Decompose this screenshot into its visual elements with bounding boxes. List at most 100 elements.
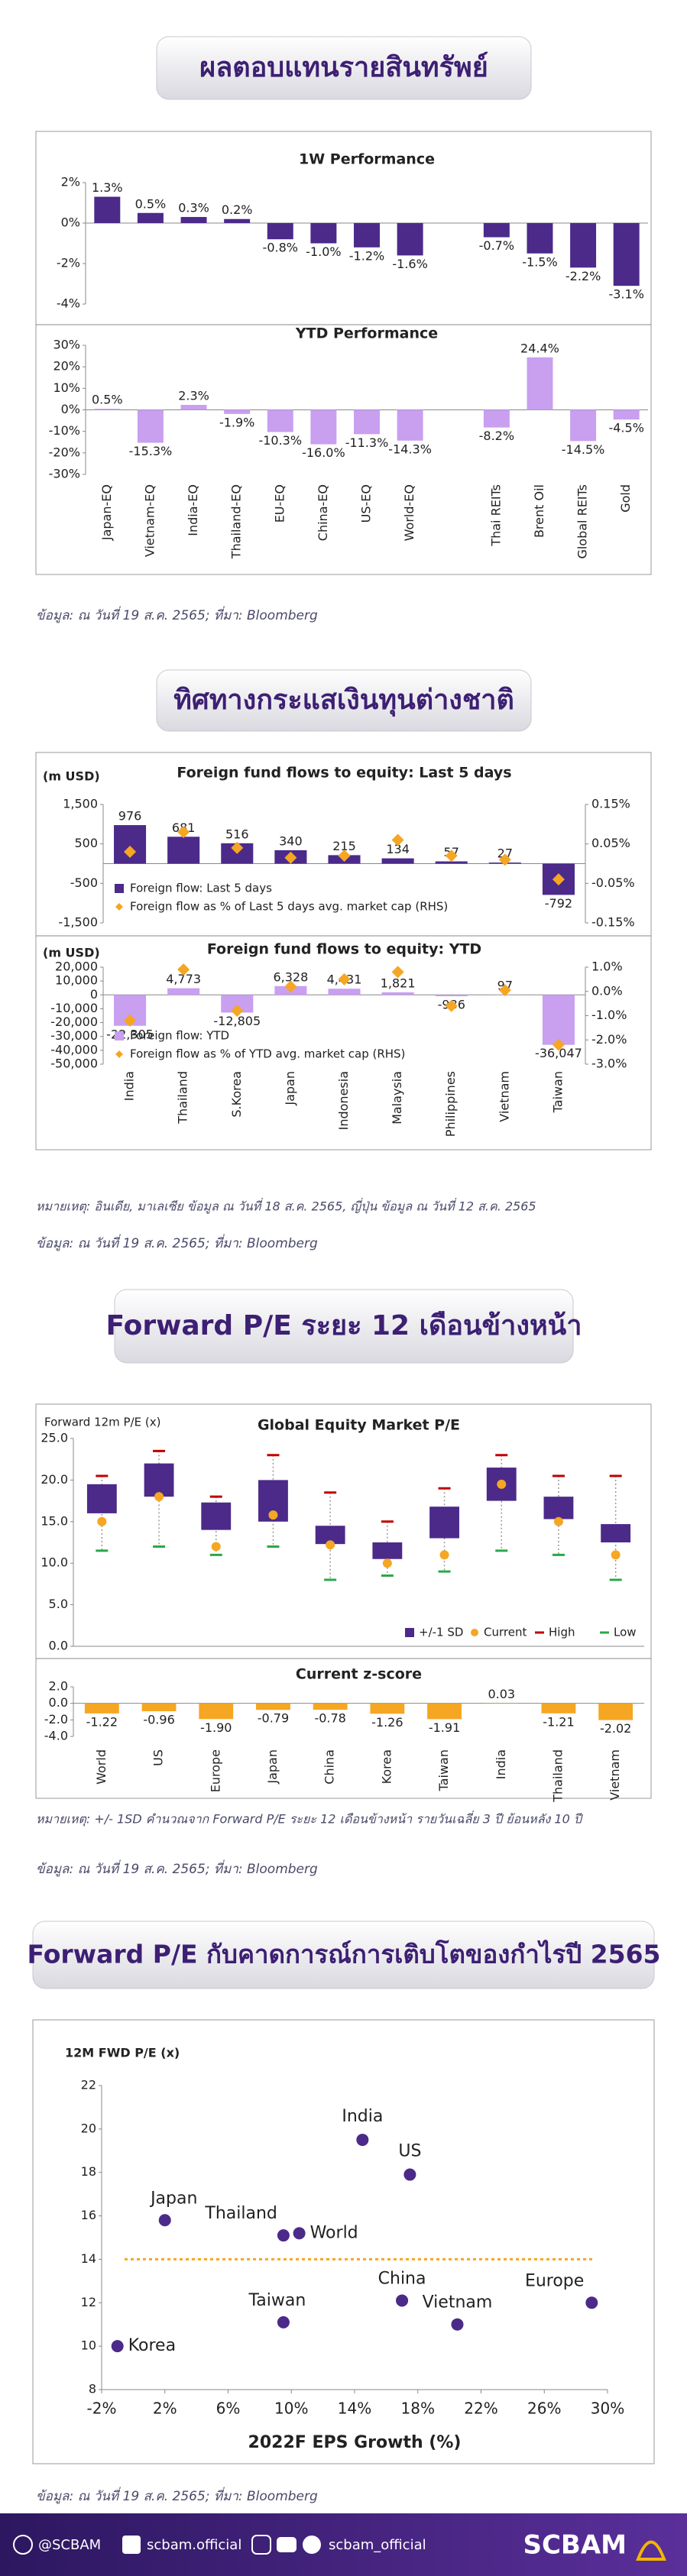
bar [427,1703,462,1720]
bar [137,409,164,443]
current-mark [211,1542,221,1552]
footer-social: scbam_official [329,2537,426,2553]
marker [231,841,244,854]
y-tick-label: 18 [81,2164,96,2179]
bar [541,1703,576,1714]
data-label: -1.26 [371,1715,403,1730]
y-tick-label: -30,000 [50,1028,98,1043]
bar [313,1703,348,1710]
current-mark [268,1510,278,1520]
marker [498,984,511,997]
bar [381,992,414,995]
bar [435,995,468,997]
legend-label: +/-1 SD [419,1626,463,1639]
y-tick-label: 20,000 [55,960,98,974]
x-tick-label: Malaysia [390,1071,404,1125]
bar [224,218,251,223]
legend-marker [115,903,123,911]
point-label: Europe [525,2271,584,2290]
x-tick-label: Taiwan [550,1071,565,1113]
marker [498,853,511,866]
data-label: -0.8% [263,241,298,255]
point-label: US [398,2142,421,2161]
footer [0,2513,687,2576]
y-axis-label: Forward 12m P/E (x) [44,1416,160,1429]
x-tick-label: Thailand [550,1749,565,1803]
data-label: -14.3% [388,442,432,456]
x-tick-label: India [494,1749,508,1779]
point-label: China [378,2269,426,2288]
data-label: -0.79 [258,1711,289,1726]
y-tick-label: -2.0 [44,1712,68,1727]
bar [483,409,510,428]
legend-label: Foreign flow as % of Last 5 days avg. ma… [130,900,448,914]
y2-tick-label: -0.05% [591,875,635,890]
x-tick-label: 10% [274,2400,308,2418]
data-label: -10.3% [258,433,302,448]
y-tick-label: -50,000 [50,1057,98,1071]
data-label: -792 [545,896,572,911]
marker [391,833,404,846]
data-label: -1.6% [392,257,427,271]
current-mark [326,1540,335,1550]
y-tick-label: 10% [53,380,80,395]
point-label: Japan [149,2189,197,2208]
data-label: -1.5% [522,254,557,269]
data-label: -16.0% [302,445,345,460]
y2-tick-label: -1.0% [591,1008,627,1022]
y-tick-label: 16 [81,2208,96,2222]
y-tick-label: 25.0 [41,1431,68,1445]
legend-marker [405,1628,414,1637]
chart-title: Foreign fund flows to equity: YTD [207,941,481,958]
x-tick-label: World-EQ [402,484,416,541]
bar [527,223,553,254]
y-tick-label: -500 [70,875,98,890]
chart-title: YTD Performance [295,325,438,342]
banner [114,1289,574,1364]
x-tick-label: 18% [401,2400,435,2418]
y-tick-label: -10,000 [50,1001,98,1015]
note: หมายเหตุ: +/- 1SD คำนวณจาก Forward P/E ร… [36,1811,584,1827]
legend-label: High [549,1626,575,1639]
point [403,2168,416,2181]
y-tick-label: 0% [61,215,80,230]
current-mark [382,1558,392,1568]
x-tick-label: Thailand-EQ [229,484,244,559]
point [293,2227,306,2240]
point-label: Thailand [204,2204,277,2223]
data-label: -3.1% [608,287,643,302]
y-tick-label: -2% [57,256,80,270]
data-label: -1.22 [86,1714,118,1729]
data-label: -15.3% [129,444,173,458]
footer-handle: @SCBAM [38,2537,101,2553]
y-tick-label: 2.0 [49,1679,68,1694]
bar [137,212,164,223]
point-label: Korea [128,2336,176,2355]
sd-box [144,1463,174,1497]
bar [435,861,468,864]
y-tick-label: 8 [89,2382,96,2396]
marker [124,846,137,858]
data-label: 6,328 [273,969,308,984]
current-mark [553,1516,563,1526]
x-tick-label: Japan [265,1749,280,1785]
y2-tick-label: -0.15% [591,915,635,930]
x-tick-label: Indonesia [336,1071,351,1130]
point [277,2315,290,2328]
x-tick-label: Global REITs [575,484,590,559]
point [158,2214,171,2227]
point [277,2229,290,2242]
data-label: -1.21 [543,1714,574,1729]
legend-marker [115,884,124,893]
marker [338,972,351,985]
x-tick-label: EU-EQ [272,484,287,523]
current-mark [497,1479,507,1489]
y2-tick-label: 0.0% [591,983,623,998]
y-axis-label: (m USD) [43,946,100,960]
point [451,2318,464,2331]
current-mark [154,1492,164,1502]
x-tick-label: Thai REITs [488,484,503,547]
chart-panel [35,1403,652,1799]
x-tick-label: China-EQ [316,484,330,541]
icon-at [13,2535,33,2555]
